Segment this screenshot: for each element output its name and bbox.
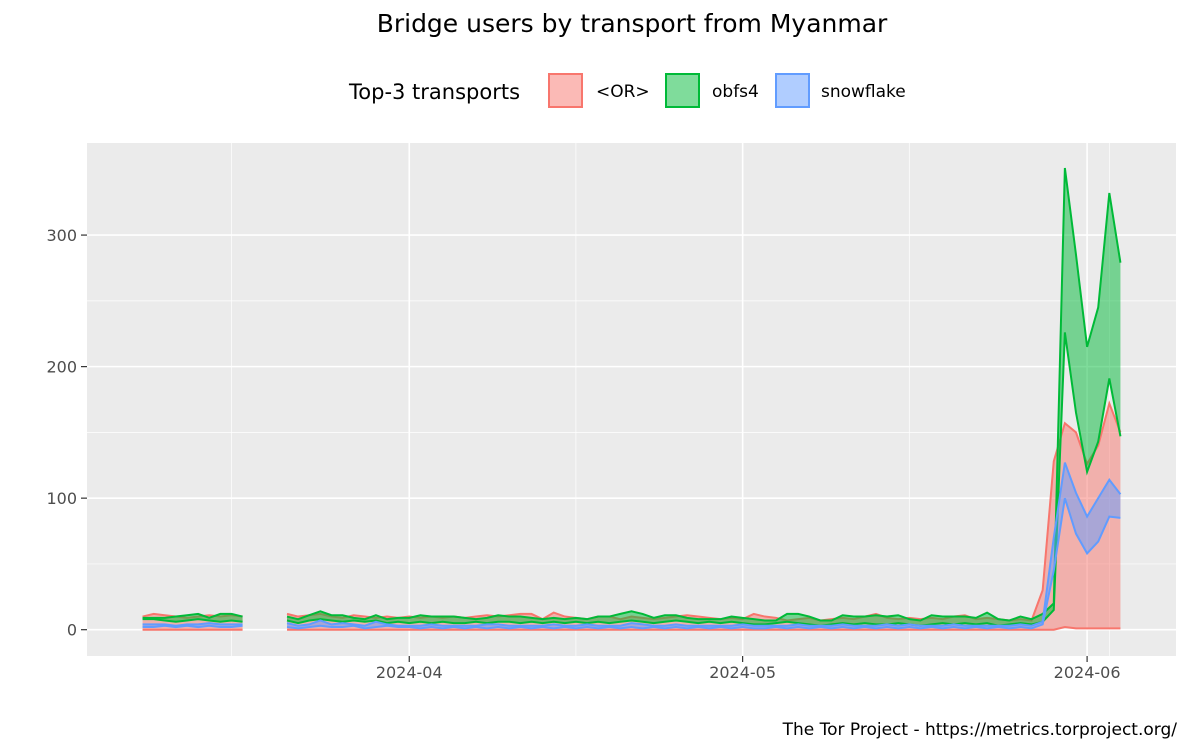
line-lower [142,618,243,623]
legend-label: <OR> [596,82,650,102]
legend-label: obfs4 [712,82,759,102]
chart-title: Bridge users by transport from Myanmar [377,9,888,38]
legend-key [665,73,700,108]
y-tick-label: 0 [67,621,77,640]
legend-items: <OR> obfs4 snowflake [548,73,906,108]
y-axis: 0 100 200 300 [46,226,87,640]
x-tick-label: 2024-05 [709,663,776,682]
legend-key [548,73,583,108]
plot-panel [87,143,1176,656]
line-lower [286,497,1121,630]
line-upper [142,612,243,619]
line-upper [286,462,1122,627]
y-tick-label: 300 [46,226,77,245]
x-tick-label: 2024-06 [1054,663,1121,682]
legend-label: snowflake [821,82,906,102]
line-lower [142,624,243,629]
y-tick-label: 100 [46,489,77,508]
x-tick-label: 2024-04 [376,663,443,682]
legend-title: Top-3 transports [348,80,520,104]
line-upper [286,167,1122,622]
areas [142,167,1122,631]
line-lower [287,626,1121,631]
legend-key [775,73,810,108]
caption: The Tor Project - https://metrics.torpro… [782,720,1178,740]
x-axis: 2024-04 2024-05 2024-06 [376,656,1121,682]
line-upper [142,622,243,627]
y-tick-label: 200 [46,358,77,377]
legend: Top-3 transports <OR> obfs4 snowflake [348,73,906,108]
line-lower [286,332,1122,627]
